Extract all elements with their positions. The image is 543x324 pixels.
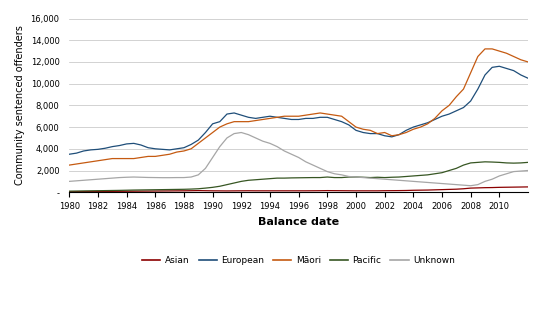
X-axis label: Balance date: Balance date <box>258 216 339 226</box>
Māori <box>260 118 266 122</box>
Line: Māori: Māori <box>70 49 528 165</box>
European <box>260 115 266 119</box>
Māori <box>174 150 180 154</box>
Pacific <box>460 163 467 167</box>
European <box>525 76 531 80</box>
Line: Pacific: Pacific <box>70 162 528 191</box>
Unknown <box>475 183 481 187</box>
European <box>460 106 467 110</box>
Māori <box>482 47 488 51</box>
Pacific <box>202 186 209 190</box>
European <box>174 147 180 151</box>
Asian <box>66 190 73 194</box>
European <box>302 116 309 120</box>
Pacific <box>525 160 531 164</box>
Asian <box>174 189 180 193</box>
Māori <box>302 113 309 117</box>
Unknown <box>267 141 273 145</box>
Line: Asian: Asian <box>70 187 528 192</box>
Māori <box>510 54 517 58</box>
Y-axis label: Community sentenced offenders: Community sentenced offenders <box>15 25 25 185</box>
Unknown <box>174 176 180 179</box>
Asian <box>202 189 209 193</box>
Pacific <box>510 161 517 165</box>
Line: European: European <box>70 66 528 154</box>
Unknown <box>202 167 209 170</box>
Pacific <box>66 189 73 193</box>
Unknown <box>468 184 474 188</box>
Unknown <box>238 131 244 134</box>
Unknown <box>66 179 73 183</box>
Line: Unknown: Unknown <box>70 133 528 186</box>
European <box>496 64 503 68</box>
Pacific <box>482 160 488 164</box>
Asian <box>302 189 309 193</box>
Pacific <box>260 177 266 181</box>
Māori <box>525 60 531 64</box>
Asian <box>525 185 531 189</box>
Māori <box>202 136 209 140</box>
Māori <box>460 87 467 91</box>
Asian <box>460 187 467 191</box>
Asian <box>510 185 517 189</box>
Unknown <box>310 163 316 167</box>
Pacific <box>174 188 180 191</box>
Pacific <box>302 176 309 179</box>
Legend: Asian, European, Māori, Pacific, Unknown: Asian, European, Māori, Pacific, Unknown <box>138 252 458 269</box>
Māori <box>66 163 73 167</box>
Unknown <box>510 170 517 174</box>
Unknown <box>525 168 531 172</box>
Asian <box>260 189 266 193</box>
European <box>66 152 73 156</box>
European <box>202 131 209 134</box>
European <box>510 69 517 73</box>
